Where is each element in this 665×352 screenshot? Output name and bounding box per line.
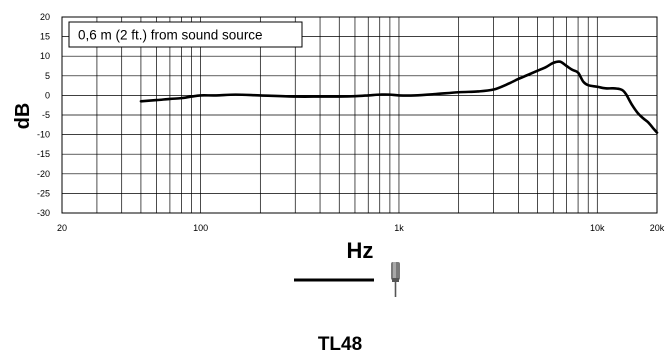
model-label: TL48 bbox=[318, 334, 362, 352]
x-tick-label: 20k bbox=[650, 223, 665, 233]
y-tick-label: 10 bbox=[40, 51, 50, 61]
y-tick-label: -10 bbox=[37, 130, 50, 140]
annotation-text: 0,6 m (2 ft.) from sound source bbox=[78, 28, 263, 43]
y-tick-label: -30 bbox=[37, 208, 50, 218]
y-tick-label: 5 bbox=[45, 71, 50, 81]
legend bbox=[294, 262, 400, 297]
x-tick-label: 1k bbox=[394, 223, 404, 233]
x-tick-label: 20 bbox=[57, 223, 67, 233]
x-axis-ticks: 20 100 1k 10k 20k bbox=[57, 223, 665, 233]
y-tick-label: -20 bbox=[37, 169, 50, 179]
response-curve bbox=[139, 60, 659, 134]
lavalier-microphone-icon bbox=[391, 262, 400, 297]
y-tick-label: -25 bbox=[37, 188, 50, 198]
y-tick-label: -5 bbox=[42, 110, 50, 120]
plot-frame bbox=[61, 16, 658, 214]
y-axis-ticks: 20 15 10 5 0 -5 -10 -15 -20 -25 -30 bbox=[37, 12, 50, 218]
series-group bbox=[139, 60, 659, 134]
x-tick-label: 10k bbox=[590, 223, 605, 233]
x-tick-label: 100 bbox=[193, 223, 208, 233]
y-tick-label: -15 bbox=[37, 149, 50, 159]
y-tick-label: 0 bbox=[45, 90, 50, 100]
y-tick-label: 20 bbox=[40, 12, 50, 22]
y-axis-title: dB bbox=[12, 103, 34, 130]
annotation-box: 0,6 m (2 ft.) from sound source bbox=[68, 21, 303, 48]
y-tick-label: 15 bbox=[40, 32, 50, 42]
x-axis-title: Hz bbox=[347, 238, 374, 263]
